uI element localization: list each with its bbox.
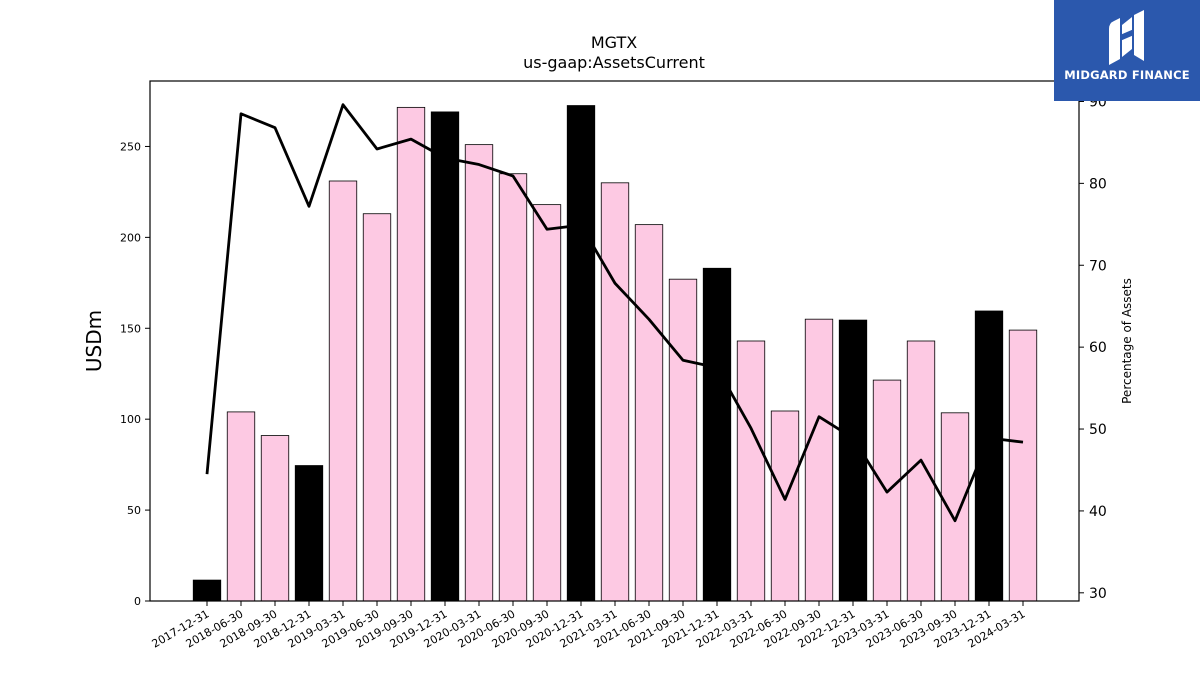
y-tick-label: 100 [120,413,141,426]
y2-tick-label: 80 [1089,176,1107,192]
bar-2020-06-30 [498,173,528,602]
bar-2018-12-31 [294,465,324,602]
bar-2022-03-31 [736,340,766,602]
midgard-logo-icon [1109,10,1144,65]
bar-2022-06-30 [770,410,800,602]
y2-axis-label: Percentage of Assets [1120,278,1134,404]
y-tick-label: 0 [134,595,141,608]
bar-2021-12-31 [702,267,732,602]
bar-2023-09-30 [940,412,970,602]
bar-2019-09-30 [396,106,426,602]
y-tick-label: 150 [120,322,141,335]
bar-2018-06-30 [226,411,256,602]
bar-2020-12-31 [566,105,596,602]
y2-tick-label: 30 [1089,586,1107,602]
chart-subtitle: us-gaap:AssetsCurrent [523,53,705,72]
bar-2021-09-30 [668,278,698,602]
bar-2020-03-31 [464,144,494,602]
bar-2017-12-31 [192,579,222,602]
bar-2019-03-31 [328,180,358,602]
bar-2019-06-30 [362,213,392,602]
bar-2022-09-30 [804,318,834,602]
bar-group [192,105,1038,602]
bar-2021-03-31 [600,182,630,602]
y-tick-label: 200 [120,231,141,244]
chart-title: MGTX [591,33,637,52]
y2-tick-label: 70 [1089,258,1107,274]
y-tick-label: 50 [127,504,141,517]
x-axis-ticks: 2017-12-312018-06-302018-09-302018-12-31… [150,601,1028,651]
left-axis-ticks: 0 50 100 150 200 250 [120,140,150,608]
midgard-finance-logo: MIDGARD FINANCE [1054,0,1200,101]
percentage-line-group [205,103,1024,523]
bar-2023-12-31 [974,310,1004,602]
bar-2024-03-31 [1008,329,1038,602]
logo-text: MIDGARD FINANCE [1064,68,1190,82]
bar-2019-12-31 [430,111,460,602]
y-tick-label: 250 [120,140,141,153]
y2-tick-label: 40 [1089,504,1107,520]
bar-2022-12-31 [838,319,868,602]
y2-tick-label: 50 [1089,422,1107,438]
y-axis-label: USDm [82,310,106,372]
y2-tick-label: 60 [1089,340,1107,356]
bar-2021-06-30 [634,224,664,602]
bar-2023-06-30 [906,340,936,602]
bar-2020-09-30 [532,204,562,602]
bar-2018-09-30 [260,435,290,602]
